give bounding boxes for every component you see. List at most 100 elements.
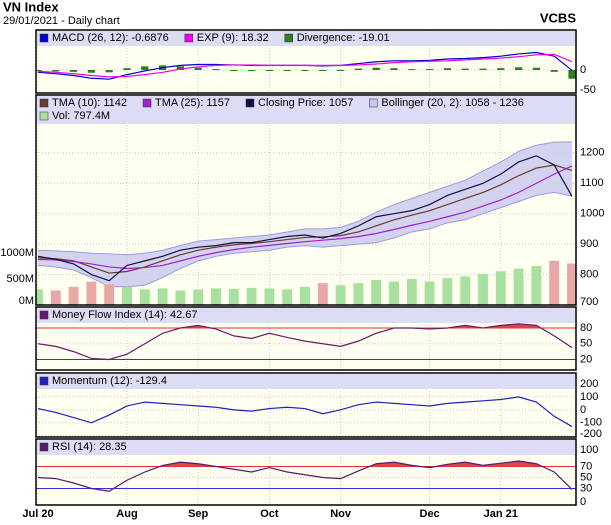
legend-swatch: [39, 111, 49, 121]
divergence-bar: [248, 70, 256, 72]
volume-bar: [442, 277, 453, 305]
y2-tick-label: 1000M: [0, 247, 34, 259]
divergence-bar: [568, 70, 576, 79]
legend-swatch: [39, 33, 49, 43]
legend-strip: [37, 440, 575, 455]
x-tick-label: Aug: [116, 508, 137, 520]
y2-tick-label: 500M: [6, 273, 34, 285]
divergence-bar: [70, 70, 78, 72]
divergence-bar: [550, 70, 558, 72]
divergence-bar: [515, 67, 523, 71]
divergence-bar: [176, 66, 184, 71]
divergence-bar: [497, 68, 505, 71]
legend-label: Vol: 797.4M: [52, 110, 110, 122]
y-tick-label: -200: [580, 428, 602, 440]
y-tick-label: 80: [580, 322, 592, 334]
x-tick-label: Sep: [188, 508, 208, 520]
legend-strip: [37, 96, 575, 124]
panel-frame: [35, 306, 577, 371]
x-tick-label: Jan 21: [484, 508, 518, 520]
bollinger-lower: [37, 191, 573, 288]
plot-area: [36, 307, 576, 370]
plot-area: [36, 439, 576, 505]
divergence-bar: [265, 70, 273, 72]
volume-bar: [86, 281, 97, 305]
divergence-bar: [532, 67, 540, 71]
legend-swatch: [142, 98, 152, 108]
y-tick-label: 0: [580, 496, 586, 508]
divergence-bar: [372, 67, 380, 71]
legend-swatch: [245, 98, 255, 108]
divergence-bar: [123, 68, 131, 71]
legend-label: Closing Price: 1057: [258, 97, 353, 109]
divergence-bar: [354, 68, 362, 71]
divergence-bar: [194, 67, 202, 71]
legend-label: RSI (14): 28.35: [52, 441, 127, 453]
price-line: [37, 155, 573, 282]
divergence-bar: [87, 70, 95, 73]
y-tick-label: 0: [580, 64, 586, 76]
divergence-bar: [36, 70, 42, 72]
panel-frame: [35, 372, 577, 438]
volume-bar: [228, 288, 239, 305]
series-line: [37, 323, 573, 361]
divergence-bar: [443, 68, 451, 71]
x-tick-label: Jul 20: [22, 508, 53, 520]
y-tick-label: 900: [580, 238, 598, 250]
volume-bar: [68, 286, 79, 305]
volume-bar: [282, 289, 293, 305]
legend-label: Momentum (12): -129.4: [52, 375, 167, 387]
legend-swatch: [184, 33, 194, 43]
plot-area: [36, 30, 576, 93]
chart-title: VN Index: [3, 0, 59, 14]
x-tick-label: Nov: [330, 508, 352, 520]
volume-bar: [211, 288, 221, 305]
y-tick-label: 70: [580, 460, 592, 472]
y-tick-label: 800: [580, 268, 598, 280]
y-tick-label: -100: [580, 417, 602, 429]
legend-strip: [37, 374, 575, 389]
volume-bar: [193, 289, 204, 305]
volume-bar: [246, 287, 257, 305]
legend-label: Divergence: -19.01: [297, 32, 390, 44]
volume-bar: [513, 268, 524, 305]
series-line: [37, 164, 573, 274]
divergence-bar: [408, 69, 416, 71]
volume-bar: [406, 279, 417, 305]
volume-bar: [460, 276, 471, 305]
volume-bar: [531, 266, 542, 305]
legend-swatch: [39, 98, 49, 108]
series-line: [37, 460, 573, 492]
divergence-bar: [301, 70, 309, 72]
y-tick-label: 30: [580, 482, 592, 494]
volume-bar: [389, 281, 399, 305]
volume-bar: [335, 285, 346, 305]
legend-label: TMA (25): 1157: [155, 97, 230, 109]
y-tick-label: 700: [580, 296, 598, 308]
x-tick-label: Dec: [420, 508, 440, 520]
divergence-bar: [52, 70, 60, 72]
volume-bar: [549, 260, 560, 305]
overbought-fill: [38, 461, 572, 467]
divergence-bar: [141, 66, 149, 71]
volume-bar: [300, 286, 310, 305]
y-tick-label: 200: [580, 378, 598, 390]
divergence-bar: [390, 68, 398, 71]
series-line: [37, 53, 573, 78]
divergence-bar: [479, 68, 487, 71]
brand: VCBS: [540, 10, 576, 25]
x-tick-label: Oct: [260, 508, 279, 520]
series-line: [37, 165, 573, 270]
y-tick-label: 1100: [580, 177, 604, 189]
volume-bar: [371, 280, 382, 305]
volume-bar: [567, 263, 576, 305]
y-tick-label: 0: [580, 404, 586, 416]
volume-bar: [353, 283, 364, 305]
bollinger-upper: [37, 141, 573, 256]
y-tick-label: 1000: [580, 208, 604, 220]
volume-bar: [122, 286, 132, 305]
y-tick-label: 1200: [580, 147, 604, 159]
volume-bar: [104, 284, 115, 305]
legend-swatch: [284, 33, 293, 43]
panel-frame: [35, 438, 577, 506]
